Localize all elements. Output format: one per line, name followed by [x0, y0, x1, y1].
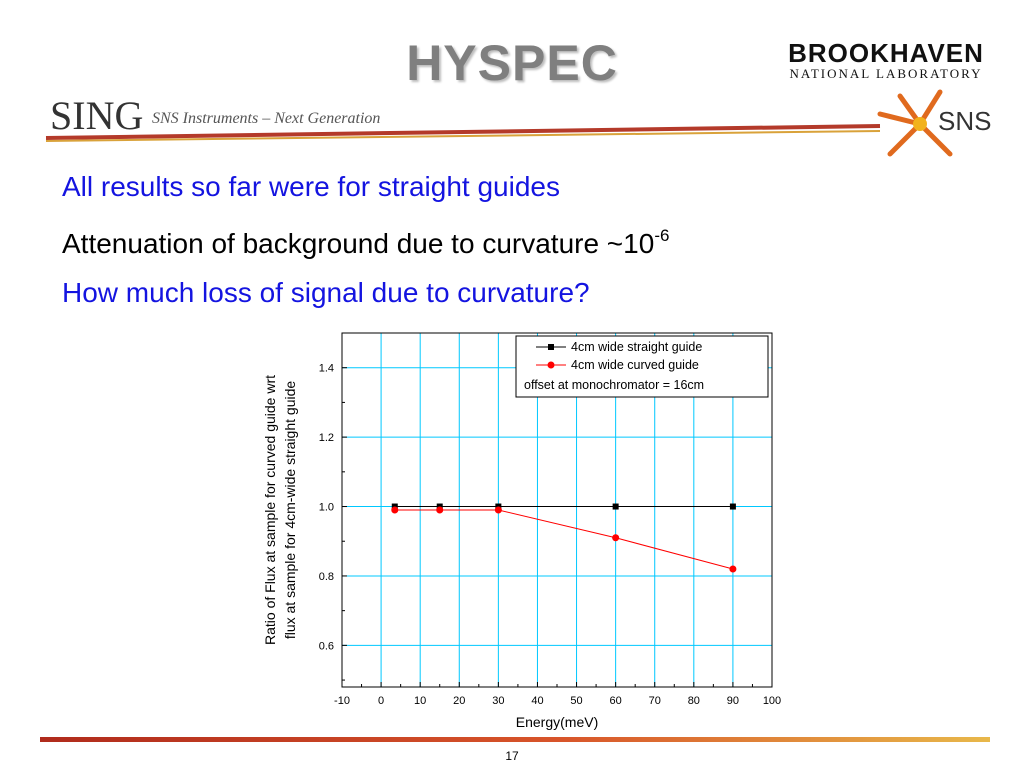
data-point-circle — [612, 534, 620, 542]
x-tick-label: 0 — [378, 695, 384, 707]
data-point-circle — [729, 565, 737, 573]
sing-swoosh-icon — [45, 124, 881, 142]
flux-ratio-chart-svg: -10 0 10 20 30 40 50 60 70 80 90 100 0.6 0.8 1.0 1.2 1.4… — [262, 332, 781, 730]
x-axis-label: Energy(meV) — [516, 714, 598, 730]
legend-label: 4cm wide straight guide — [571, 340, 702, 354]
slide-title: HYSPEC — [406, 35, 618, 91]
y-tick-label: 1.0 — [319, 502, 334, 514]
bullet-list: All results so far were for straight gui… — [62, 162, 962, 317]
legend-marker-circle — [547, 361, 555, 369]
sns-logo-text: SNS — [938, 106, 992, 136]
x-tick-label: 60 — [610, 695, 622, 707]
sns-logo: SNS — [870, 84, 992, 164]
x-tick-label: 90 — [727, 695, 739, 707]
bullet-item: How much loss of signal due to curvature… — [62, 268, 962, 317]
data-point-circle — [391, 506, 399, 514]
y-axis-label: Ratio of Flux at sample for curved guide… — [262, 375, 278, 645]
sing-logo-text: SING — [50, 93, 144, 138]
brookhaven-logo-name: BROOKHAVEN — [788, 38, 984, 68]
y-tick-label: 0.8 — [319, 571, 334, 583]
bullet-text: Attenuation of background due to curvatu… — [62, 228, 655, 259]
bullet-item: All results so far were for straight gui… — [62, 162, 962, 211]
x-tick-label: 20 — [453, 695, 465, 707]
sing-logo-tagline: SNS Instruments – Next Generation — [152, 110, 381, 127]
x-tick-label: 80 — [688, 695, 700, 707]
data-point-square — [729, 503, 736, 510]
x-tick-label: 70 — [649, 695, 661, 707]
x-tick-label: 10 — [414, 695, 426, 707]
y-tick-label: 0.6 — [319, 640, 334, 652]
x-tick-label: -10 — [334, 695, 350, 707]
legend-box — [515, 335, 769, 398]
legend-label: 4cm wide curved guide — [571, 358, 699, 372]
brookhaven-logo: BROOKHAVEN NATIONAL LABORATORY — [772, 40, 1000, 82]
legend-note: offset at monochromator = 16cm — [524, 378, 704, 392]
bullet-text: All results so far were for straight gui… — [62, 171, 560, 202]
y-tick-label: 1.2 — [319, 432, 334, 444]
y-axis-label: flux at sample for 4cm-wide straight gui… — [282, 381, 298, 640]
data-point-circle — [436, 506, 444, 514]
footer-divider — [40, 737, 990, 742]
legend-marker-square — [548, 344, 554, 350]
bullet-text: How much loss of signal due to curvature… — [62, 277, 590, 308]
x-tick-label: 30 — [492, 695, 504, 707]
bullet-exponent: -6 — [654, 226, 670, 245]
bullet-item: Attenuation of background due to curvatu… — [62, 211, 962, 268]
y-tick-label: 1.4 — [319, 363, 334, 375]
sns-starburst-icon — [877, 89, 953, 157]
x-tick-label: 40 — [531, 695, 543, 707]
data-point-square — [612, 503, 619, 510]
sing-logo: SING SNS Instruments – Next Generation — [40, 88, 890, 144]
x-tick-label: 100 — [763, 695, 781, 707]
brookhaven-logo-subtitle: NATIONAL LABORATORY — [789, 66, 983, 81]
flux-ratio-chart: -10 0 10 20 30 40 50 60 70 80 90 100 0.6 0.8 1.0 1.2 1.4… — [255, 325, 795, 735]
data-point-circle — [494, 506, 502, 514]
x-tick-label: 50 — [570, 695, 582, 707]
page-number: 17 — [505, 749, 519, 763]
